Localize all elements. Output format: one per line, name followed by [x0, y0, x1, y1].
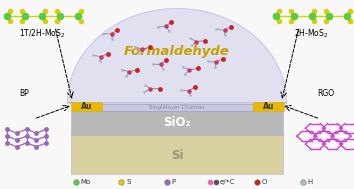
- Text: Singlelayer Channel: Singlelayer Channel: [149, 105, 205, 110]
- FancyBboxPatch shape: [253, 102, 284, 111]
- Polygon shape: [67, 9, 287, 103]
- Text: P: P: [171, 179, 176, 185]
- Text: 2H-MoS$_2$: 2H-MoS$_2$: [294, 27, 329, 40]
- Text: O: O: [262, 179, 267, 185]
- Text: Si: Si: [171, 149, 183, 162]
- Text: S: S: [126, 179, 130, 185]
- Text: 1T/2H-MoS$_2$: 1T/2H-MoS$_2$: [19, 27, 65, 40]
- Text: Mo: Mo: [81, 179, 91, 185]
- Text: H: H: [307, 179, 313, 185]
- FancyBboxPatch shape: [71, 102, 102, 111]
- FancyBboxPatch shape: [101, 104, 253, 111]
- Text: Au: Au: [81, 102, 92, 111]
- Text: BP: BP: [19, 89, 29, 98]
- FancyBboxPatch shape: [71, 111, 283, 135]
- Text: Formaldehyde: Formaldehyde: [124, 46, 230, 58]
- Text: e/•C: e/•C: [219, 179, 234, 185]
- FancyBboxPatch shape: [71, 134, 283, 174]
- Text: Au: Au: [263, 102, 274, 111]
- Text: SiO₂: SiO₂: [163, 116, 191, 129]
- Text: RGO: RGO: [318, 89, 335, 98]
